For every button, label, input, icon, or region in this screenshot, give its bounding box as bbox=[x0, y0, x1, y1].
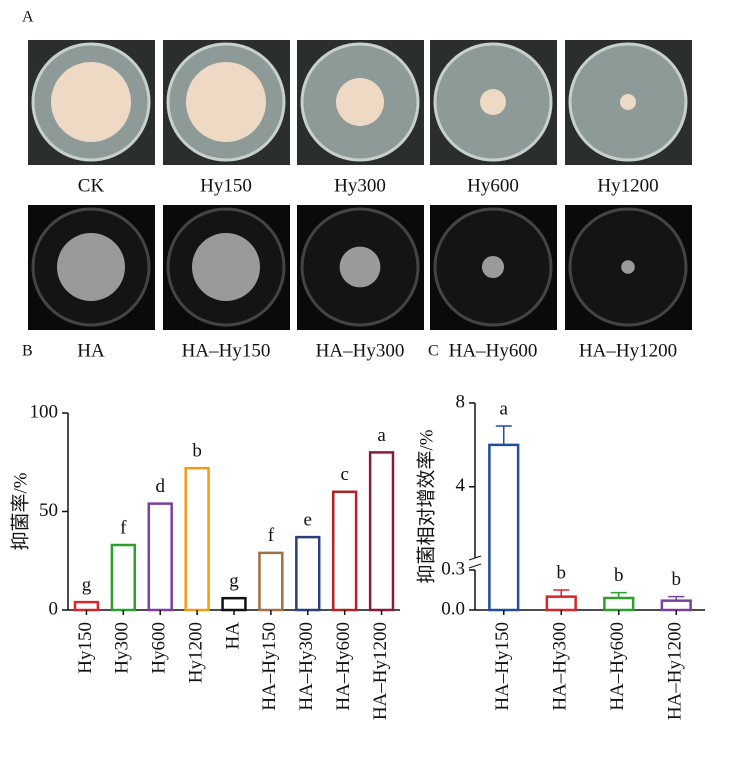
colony bbox=[481, 255, 505, 279]
colony bbox=[480, 89, 506, 115]
x-tick-label: HA–Hy150 bbox=[259, 622, 280, 711]
annotation: b bbox=[192, 441, 202, 462]
y-tick-label: 4 bbox=[456, 475, 466, 496]
colony bbox=[621, 260, 635, 274]
y-tick-label: 8 bbox=[456, 391, 466, 412]
photo-label: HA bbox=[77, 340, 105, 361]
error-bar bbox=[553, 589, 570, 597]
bar bbox=[73, 600, 100, 612]
error-bar bbox=[610, 591, 627, 598]
bar bbox=[660, 599, 692, 612]
bar bbox=[603, 596, 635, 612]
colony bbox=[339, 246, 381, 288]
y-tick-label: 100 bbox=[30, 401, 59, 422]
annotation: b bbox=[557, 562, 567, 583]
photo-label: Hy150 bbox=[200, 175, 252, 196]
error-bar bbox=[495, 425, 512, 445]
x-tick-label: HA–Hy1200 bbox=[665, 622, 686, 720]
annotation: g bbox=[229, 571, 239, 592]
photo-label: HA–Hy300 bbox=[316, 340, 405, 361]
y-axis-label: 抑菌相对增效率/% bbox=[415, 429, 437, 583]
photo-label: HA–Hy600 bbox=[449, 340, 538, 361]
colony bbox=[192, 233, 260, 301]
colony bbox=[620, 94, 636, 110]
x-tick-label: HA bbox=[222, 622, 243, 650]
annotation: c bbox=[340, 464, 348, 485]
bar bbox=[295, 535, 321, 612]
x-tick-label: Hy150 bbox=[75, 622, 96, 674]
bar bbox=[110, 543, 137, 612]
annotation: b bbox=[672, 569, 682, 590]
bar bbox=[221, 596, 247, 612]
photo-label: Hy300 bbox=[334, 175, 386, 196]
annotation: f bbox=[120, 517, 127, 538]
colony bbox=[57, 233, 125, 301]
y-tick-label: 50 bbox=[39, 500, 58, 521]
panel-label: A bbox=[22, 9, 34, 26]
annotation: a bbox=[500, 398, 509, 419]
panel-label: B bbox=[22, 343, 33, 360]
annotation: a bbox=[377, 425, 386, 446]
annotation: e bbox=[304, 509, 312, 530]
x-tick-label: Hy600 bbox=[149, 622, 170, 674]
photo-label: HA–Hy1200 bbox=[579, 340, 677, 361]
x-tick-label: HA–Hy150 bbox=[492, 622, 513, 711]
annotation: f bbox=[268, 525, 275, 546]
error-bar bbox=[668, 595, 685, 601]
photo-label: Hy1200 bbox=[597, 175, 658, 196]
y-tick-label: 0 bbox=[49, 598, 59, 619]
bar bbox=[147, 502, 173, 612]
panel-label: C bbox=[428, 343, 439, 360]
x-tick-label: HA–Hy1200 bbox=[370, 622, 391, 720]
bar bbox=[258, 551, 284, 612]
axis-break bbox=[468, 555, 482, 569]
y-axis-label: 抑菌率/% bbox=[9, 472, 31, 550]
annotation: g bbox=[82, 574, 92, 595]
x-tick-label: HA–Hy600 bbox=[607, 622, 628, 711]
y-tick-label: 0.0 bbox=[441, 598, 465, 619]
bar bbox=[368, 451, 395, 612]
x-tick-label: HA–Hy300 bbox=[296, 622, 317, 711]
annotation: d bbox=[155, 476, 165, 497]
bar bbox=[184, 466, 210, 612]
photo-label: CK bbox=[78, 175, 105, 196]
colony bbox=[51, 62, 131, 142]
photo-label: Hy600 bbox=[467, 175, 519, 196]
x-tick-label: Hy300 bbox=[112, 622, 133, 674]
photo-label: HA–Hy150 bbox=[182, 340, 271, 361]
bar bbox=[488, 443, 520, 612]
bar bbox=[545, 595, 577, 612]
colony bbox=[336, 78, 384, 126]
y-tick-label: 0.3 bbox=[441, 558, 465, 579]
colony bbox=[186, 62, 266, 142]
x-tick-label: HA–Hy300 bbox=[550, 622, 571, 711]
x-tick-label: Hy1200 bbox=[185, 622, 206, 683]
x-tick-label: HA–Hy600 bbox=[333, 622, 354, 711]
annotation: b bbox=[614, 565, 624, 586]
bar bbox=[331, 490, 358, 612]
